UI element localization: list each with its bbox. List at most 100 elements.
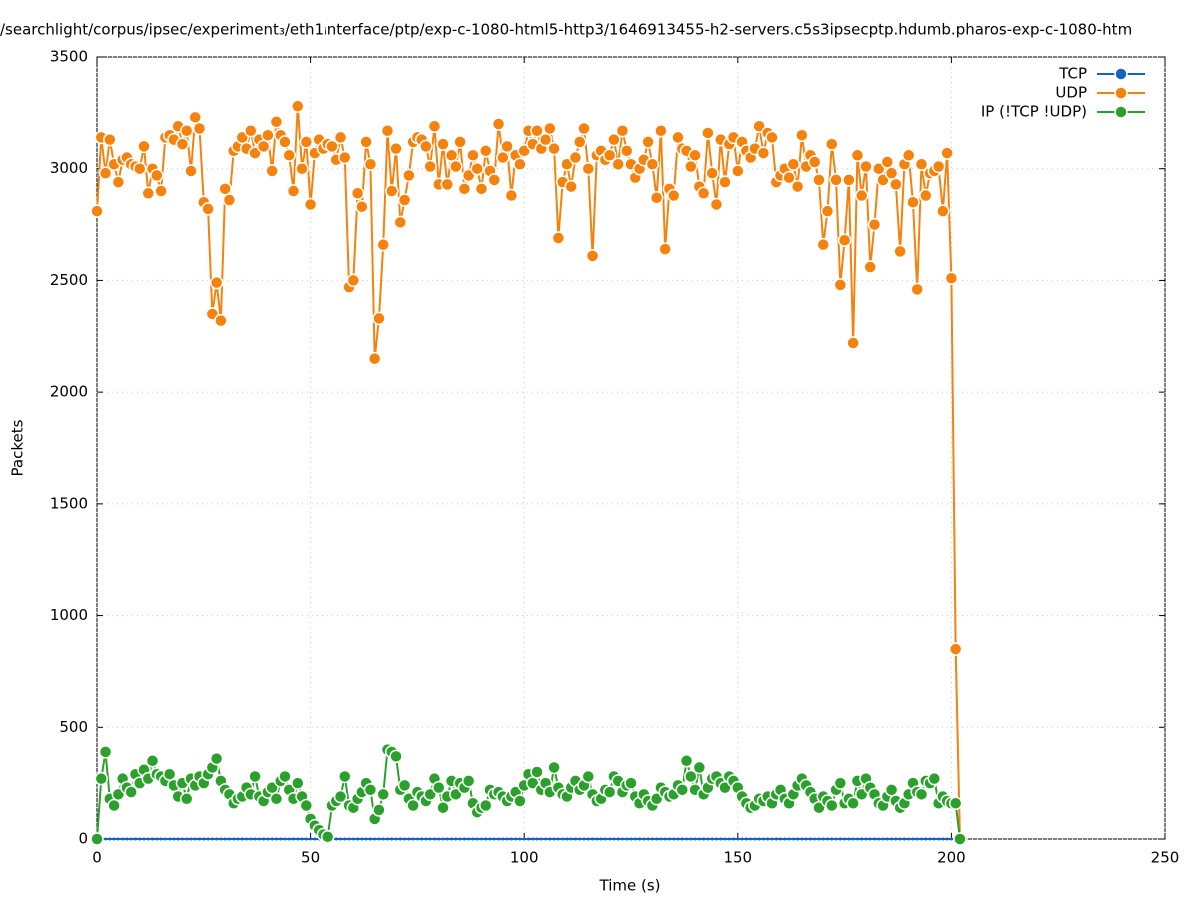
data-point xyxy=(736,837,740,841)
data-point xyxy=(595,837,599,841)
x-tick-label: 150 xyxy=(723,849,752,867)
data-point xyxy=(782,170,796,185)
data-point xyxy=(269,792,284,806)
data-point xyxy=(347,837,351,841)
data-point xyxy=(817,837,821,841)
data-point xyxy=(727,837,731,841)
data-point xyxy=(209,275,224,290)
data-point xyxy=(150,168,164,183)
data-point xyxy=(333,789,348,804)
y-tick-label: 3000 xyxy=(50,159,88,177)
data-point xyxy=(350,186,365,201)
data-point xyxy=(685,837,689,841)
data-point xyxy=(937,837,941,841)
data-point xyxy=(548,837,552,841)
data-point xyxy=(185,837,189,841)
data-point xyxy=(911,837,915,841)
data-point xyxy=(924,837,928,841)
data-point xyxy=(744,837,748,841)
data-point xyxy=(193,837,197,841)
data-point xyxy=(898,837,902,841)
data-point xyxy=(757,837,761,841)
data-point xyxy=(175,137,190,151)
legend-marker xyxy=(1114,105,1128,119)
data-point xyxy=(889,177,903,192)
data-point xyxy=(543,121,557,136)
data-point xyxy=(505,837,509,841)
data-point xyxy=(907,837,911,841)
data-point xyxy=(572,135,587,149)
data-point xyxy=(90,204,104,218)
data-point xyxy=(407,837,411,841)
data-point xyxy=(821,837,825,841)
data-point xyxy=(761,837,765,841)
data-point xyxy=(561,837,565,841)
data-point xyxy=(475,837,479,841)
data-point xyxy=(373,837,377,841)
data-point xyxy=(877,837,881,841)
data-point xyxy=(719,837,723,841)
data-point xyxy=(676,837,680,841)
data-point xyxy=(415,837,419,841)
data-point xyxy=(98,166,113,180)
data-point xyxy=(774,837,778,841)
data-point xyxy=(397,778,412,793)
data-point xyxy=(893,244,907,259)
data-point xyxy=(179,792,194,806)
data-point xyxy=(544,837,548,841)
data-point xyxy=(279,837,283,841)
data-point xyxy=(470,161,484,176)
data-point xyxy=(142,837,146,841)
data-point xyxy=(873,837,877,841)
data-point xyxy=(689,837,693,841)
data-point xyxy=(132,161,147,176)
data-point xyxy=(616,837,620,841)
data-point xyxy=(257,837,261,841)
data-point xyxy=(351,837,355,841)
data-point xyxy=(291,776,305,790)
data-point xyxy=(320,830,335,844)
y-tick-label: 1500 xyxy=(50,494,88,512)
data-point xyxy=(825,798,839,813)
data-point xyxy=(948,642,963,656)
data-point xyxy=(573,837,577,841)
data-point xyxy=(901,148,916,163)
legend-marker xyxy=(1114,86,1128,100)
data-point xyxy=(141,186,156,201)
data-point xyxy=(449,159,463,174)
data-point xyxy=(535,837,539,841)
data-point xyxy=(138,837,142,841)
data-point xyxy=(440,177,455,192)
data-point xyxy=(363,157,378,171)
data-point xyxy=(931,159,946,174)
data-point xyxy=(813,837,817,841)
data-point xyxy=(262,837,266,841)
x-axis-label: Time (s) xyxy=(599,877,661,895)
data-point xyxy=(890,837,894,841)
data-point xyxy=(709,197,724,212)
data-point xyxy=(854,188,869,203)
data-point xyxy=(436,800,450,815)
data-point xyxy=(547,141,561,156)
data-point xyxy=(659,837,663,841)
data-point xyxy=(278,135,292,149)
data-point xyxy=(467,837,471,841)
data-point xyxy=(851,837,855,841)
data-point xyxy=(278,769,292,784)
data-point xyxy=(749,837,753,841)
data-point xyxy=(705,166,719,180)
data-point xyxy=(162,767,177,781)
data-point xyxy=(111,175,126,189)
data-point xyxy=(339,837,343,841)
data-point xyxy=(914,787,929,802)
data-point xyxy=(718,175,732,189)
data-point xyxy=(423,159,437,174)
data-point xyxy=(654,123,668,138)
data-point xyxy=(949,837,953,841)
data-point xyxy=(611,157,625,171)
data-point xyxy=(389,141,403,156)
data-point xyxy=(619,144,634,158)
data-point xyxy=(151,837,155,841)
data-point xyxy=(445,837,449,841)
data-point xyxy=(385,837,389,841)
